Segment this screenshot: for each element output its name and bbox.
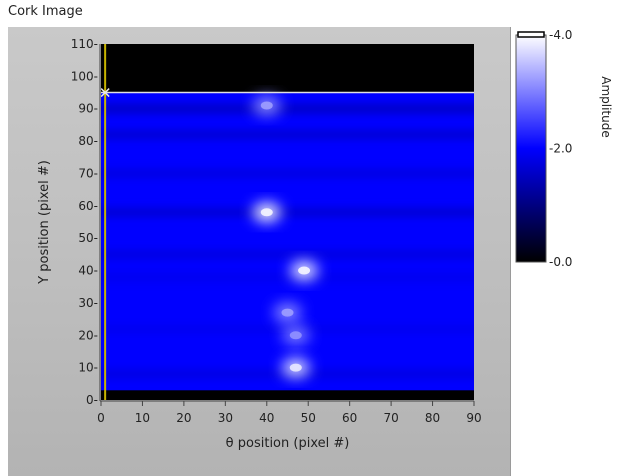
colorbar-tick-label: -0.0 [549,255,572,269]
x-tick-label: 90 [466,411,481,425]
hotspot-core [281,308,294,317]
colorbar-tick-label: -4.0 [549,28,572,42]
x-tick-label: 60 [342,411,357,425]
amplitude-band [101,207,474,218]
y-tick-label: 20- [78,328,98,342]
colorbar-label: Amplitude [599,76,613,138]
x-axis-label: θ position (pixel #) [226,436,350,451]
x-tick-label: 40 [259,411,274,425]
x-tick-label: 70 [383,411,398,425]
plot-content [101,44,474,400]
amplitude-band [101,249,474,260]
x-tick-label: 80 [425,411,440,425]
colorbar-max-marker[interactable] [517,31,545,38]
hotspot-core [298,266,311,275]
amplitude-band [101,272,474,283]
colorbar: -0.0 -2.0 -4.0 Amplitude [515,28,613,269]
hotspot-core [260,101,273,110]
y-tick-label: 0- [86,393,98,407]
colorbar-ramp[interactable] [515,34,547,263]
y-tick-label: 100- [71,69,98,83]
y-tick-label: 40- [78,264,98,278]
x-tick-label: 30 [218,411,233,425]
x-tick-label: 0 [97,411,105,425]
y-tick-label: 110- [71,37,98,51]
amplitude-band [101,129,474,140]
y-tick-label: 60- [78,199,98,213]
window-title: Cork Image [8,4,83,19]
axes: 0- 10- 20- 30- 40- 50- 60- 70- 80- 90- 100- 110- 0 10… [37,37,482,451]
y-tick-label: 10- [78,361,98,375]
y-tick-label: 30- [78,296,98,310]
amplitude-band [101,168,474,179]
y-axis-label: Y position (pixel #) [37,160,52,285]
hotspot-core [289,363,302,372]
y-tick-label: 70- [78,166,98,180]
cursor-marker-icon[interactable] [101,88,110,98]
hotspot-core [260,208,273,217]
x-tick-label: 20 [176,411,191,425]
x-tick-label: 50 [301,411,316,425]
y-tick-label: 50- [78,231,98,245]
colorbar-tick-label: -2.0 [549,142,572,156]
y-tick-label: 90- [78,102,98,116]
hotspot-core [289,331,302,340]
amplitude-band [101,103,474,114]
y-tick-label: 80- [78,134,98,148]
x-tick-label: 10 [135,411,150,425]
